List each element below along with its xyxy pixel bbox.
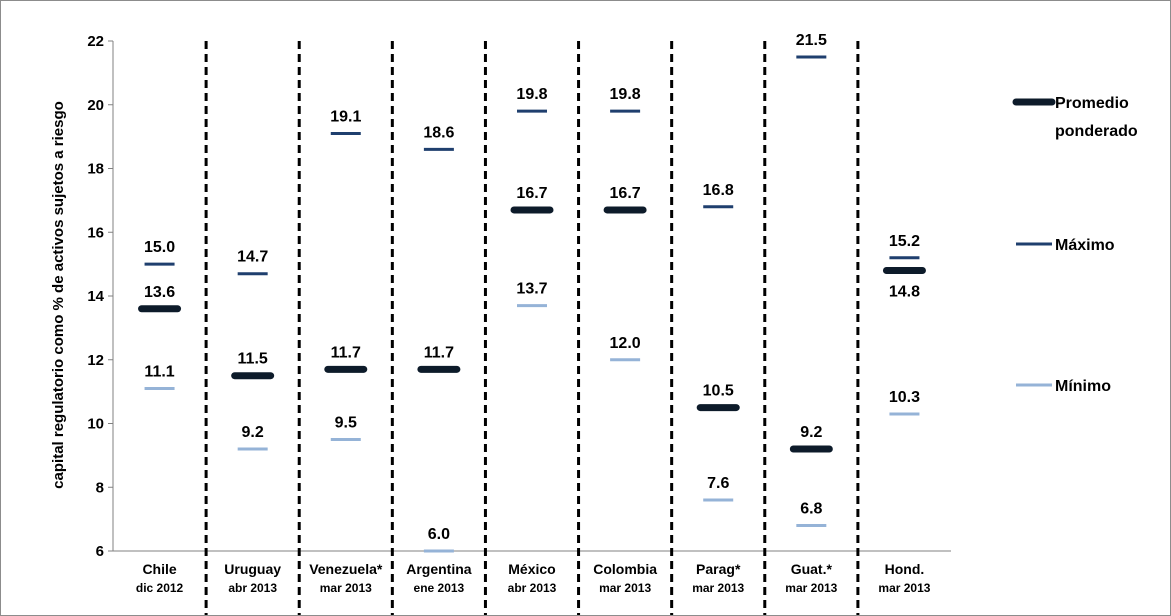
data-label: 12.0: [610, 335, 641, 352]
data-label: 10.3: [889, 389, 920, 406]
y-tick-label: 16: [87, 224, 104, 241]
data-label: 7.6: [707, 475, 729, 492]
legend-label: Promedio: [1055, 95, 1129, 112]
data-label: 14.7: [237, 249, 268, 266]
y-tick-label: 12: [87, 352, 104, 369]
y-tick-label: 14: [87, 288, 104, 305]
data-label: 16.7: [516, 185, 547, 202]
data-label: 11.7: [331, 344, 361, 361]
data-label: 6.8: [800, 501, 822, 518]
data-label: 11.1: [144, 363, 174, 380]
data-label: 16.8: [703, 182, 734, 199]
category-name: México: [508, 561, 555, 577]
data-label: 18.6: [423, 124, 454, 141]
category-date: mar 2013: [599, 581, 651, 595]
category-date: abr 2013: [508, 581, 557, 595]
data-label: 14.8: [889, 284, 920, 301]
category-name: Colombia: [593, 561, 657, 577]
category-date: mar 2013: [878, 581, 930, 595]
y-tick-label: 8: [96, 479, 104, 496]
data-label: 11.7: [424, 344, 454, 361]
category-name: Uruguay: [224, 561, 281, 577]
data-label: 9.2: [800, 424, 822, 441]
legend: Promedio ponderado Máximo Mínimo: [1012, 95, 1138, 395]
data-label: 11.5: [238, 351, 268, 368]
data-marks: [138, 55, 926, 553]
category-name: Guat.*: [791, 561, 833, 577]
data-label: 19.1: [330, 108, 361, 125]
data-label: 13.6: [144, 284, 175, 301]
data-label: 13.7: [516, 281, 547, 298]
data-label: 6.0: [428, 526, 450, 543]
y-tick-label: 10: [87, 416, 104, 433]
category-date: mar 2013: [692, 581, 744, 595]
category-name: Argentina: [406, 561, 472, 577]
category-date: abr 2013: [228, 581, 277, 595]
data-label: 15.0: [144, 239, 175, 256]
category-name: Venezuela*: [309, 561, 383, 577]
y-tick-label: 18: [87, 161, 104, 178]
data-label: 21.5: [796, 32, 827, 49]
legend-label: Máximo: [1055, 237, 1115, 254]
y-tick-label: 20: [87, 97, 104, 114]
data-label: 19.8: [516, 86, 547, 103]
category-name: Chile: [142, 561, 176, 577]
category-labels: Chile dic 2012 Uruguay abr 2013 Venezuela* ma…: [136, 561, 931, 595]
category-date: mar 2013: [320, 581, 372, 595]
data-label: 9.5: [335, 414, 357, 431]
category-separators: [204, 41, 860, 615]
category-date: ene 2013: [414, 581, 465, 595]
data-labels: 13.6 11.5 11.7 11.7 16.7 16.7 10.5 9.2 14.8 15.0 1…: [144, 32, 920, 543]
category-name: Hond.: [885, 561, 925, 577]
y-tick-label: 22: [87, 33, 104, 50]
legend-label: Mínimo: [1055, 378, 1111, 395]
category-name: Parag*: [696, 561, 741, 577]
category-date: mar 2013: [785, 581, 837, 595]
category-date: dic 2012: [136, 581, 184, 595]
legend-label: ponderado: [1055, 123, 1138, 140]
axes: 6 8 10 12 14 16 18 20 22: [87, 33, 951, 560]
data-label: 16.7: [610, 185, 641, 202]
y-tick-label: 6: [96, 543, 104, 560]
data-label: 15.2: [889, 233, 920, 250]
data-label: 10.5: [703, 383, 734, 400]
data-label: 9.2: [242, 424, 264, 441]
y-axis-title: capital regulatorio como % de activos su…: [50, 101, 67, 489]
data-label: 19.8: [610, 86, 641, 103]
